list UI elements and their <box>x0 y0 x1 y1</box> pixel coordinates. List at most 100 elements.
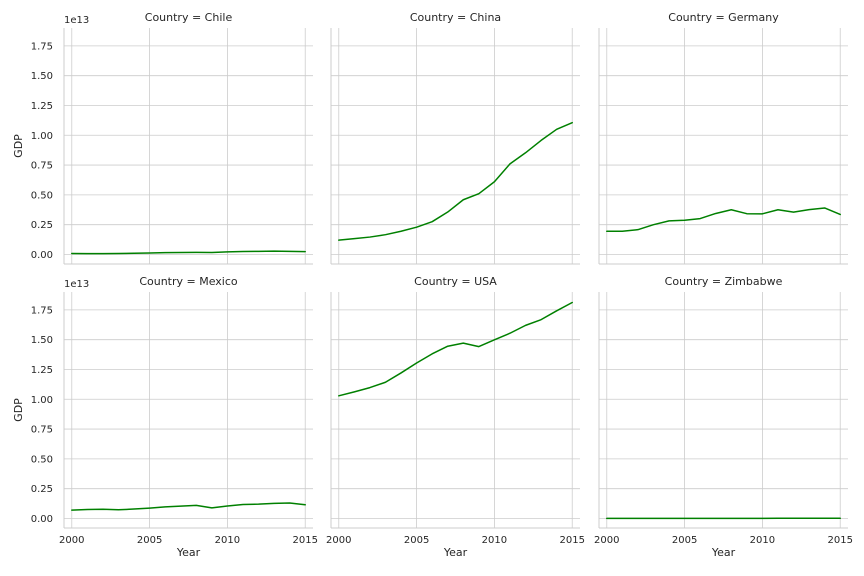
data-point <box>180 505 182 507</box>
x-tick-label: 2015 <box>559 535 584 546</box>
data-point <box>699 218 701 220</box>
data-point <box>118 509 120 511</box>
y-tick-label: 0.75 <box>31 161 53 172</box>
data-point <box>242 504 244 506</box>
data-point <box>684 518 686 520</box>
data-point <box>478 346 480 348</box>
data-point <box>242 251 244 253</box>
x-axis-label: Year <box>176 546 201 559</box>
data-point <box>273 250 275 252</box>
panel-title: Country = USA <box>414 275 497 288</box>
y-tick-label: 0.50 <box>31 454 53 465</box>
facet-panel-5: 2000 2005 2010 2015 Year Country = USA <box>326 275 585 559</box>
data-point <box>824 517 826 519</box>
x-tick-label: 2000 <box>594 535 619 546</box>
data-point <box>273 503 275 505</box>
data-point <box>808 209 810 211</box>
data-point <box>102 508 104 510</box>
data-point <box>777 517 779 519</box>
data-point <box>102 253 104 255</box>
facet-panel-2: Country = China <box>330 11 580 265</box>
data-point <box>71 253 73 255</box>
x-tick-label: 2010 <box>215 535 240 546</box>
x-axis-label: Year <box>711 546 736 559</box>
data-point <box>304 504 306 506</box>
data-point <box>762 213 764 215</box>
data-point <box>164 506 166 508</box>
data-point <box>730 209 732 211</box>
x-axis-label: Year <box>443 546 468 559</box>
data-point <box>839 517 841 519</box>
data-point <box>289 251 291 253</box>
facet-panel-1: 0.00 0.25 0.50 0.75 1.00 1.25 1.50 1.75 1e13 GDP C… <box>12 11 313 265</box>
data-point <box>525 152 527 154</box>
data-point <box>606 518 608 520</box>
data-point <box>227 505 229 507</box>
data-point <box>118 253 120 255</box>
y-tick-label: 0.00 <box>31 514 53 525</box>
data-point <box>133 508 135 510</box>
data-point <box>227 251 229 253</box>
data-point <box>211 252 213 254</box>
series-line <box>71 250 306 255</box>
data-point <box>416 362 418 364</box>
x-tick-label: 2005 <box>404 535 429 546</box>
x-tick-label: 2015 <box>827 535 852 546</box>
data-point <box>715 213 717 215</box>
data-point <box>556 129 558 131</box>
data-point <box>777 209 779 211</box>
x-tick-label: 2010 <box>750 535 775 546</box>
data-point <box>369 387 371 389</box>
data-point <box>289 502 291 504</box>
data-point <box>622 518 624 520</box>
y-tick-label: 1.50 <box>31 335 53 346</box>
data-point <box>637 229 639 231</box>
y-tick-label: 0.25 <box>31 220 53 231</box>
data-point <box>668 518 670 520</box>
data-point <box>571 302 573 304</box>
data-point <box>385 381 387 383</box>
data-point <box>824 207 826 209</box>
data-point <box>195 505 197 507</box>
data-point <box>258 251 260 253</box>
data-point <box>699 518 701 520</box>
data-point <box>447 345 449 347</box>
x-tick-label: 2015 <box>292 535 317 546</box>
data-point <box>304 251 306 253</box>
y-tick-label: 1.00 <box>31 131 53 142</box>
data-point <box>133 252 135 254</box>
data-point <box>431 353 433 355</box>
data-point <box>462 342 464 344</box>
data-point <box>746 213 748 215</box>
data-point <box>447 211 449 213</box>
data-point <box>369 236 371 238</box>
y-axis-label: GDP <box>12 134 25 158</box>
y-tick-label: 1.25 <box>31 101 53 112</box>
data-point <box>653 518 655 520</box>
data-point <box>525 325 527 327</box>
data-point <box>338 239 340 241</box>
data-point <box>87 253 89 255</box>
data-point <box>509 163 511 165</box>
x-tick-label: 2005 <box>137 535 162 546</box>
data-point <box>793 211 795 213</box>
facet-panel-3: Country = Germany <box>598 11 848 265</box>
panel-title: Country = China <box>410 11 501 24</box>
y-tick-label: 1.25 <box>31 365 53 376</box>
y-tick-label: 1.00 <box>31 395 53 406</box>
data-point <box>149 252 151 254</box>
y-tick-label: 0.50 <box>31 190 53 201</box>
y-tick-label: 0.75 <box>31 425 53 436</box>
x-tick-label: 2000 <box>59 535 84 546</box>
data-point <box>637 518 639 520</box>
y-tick-label: 0.00 <box>31 250 53 261</box>
x-tick-label: 2000 <box>326 535 351 546</box>
data-point <box>571 122 573 124</box>
x-tick-label: 2010 <box>482 535 507 546</box>
data-point <box>338 395 340 397</box>
x-tick-label: 2005 <box>672 535 697 546</box>
data-point <box>839 214 841 216</box>
data-point <box>71 509 73 511</box>
series-line <box>606 207 841 232</box>
data-point <box>354 238 356 240</box>
